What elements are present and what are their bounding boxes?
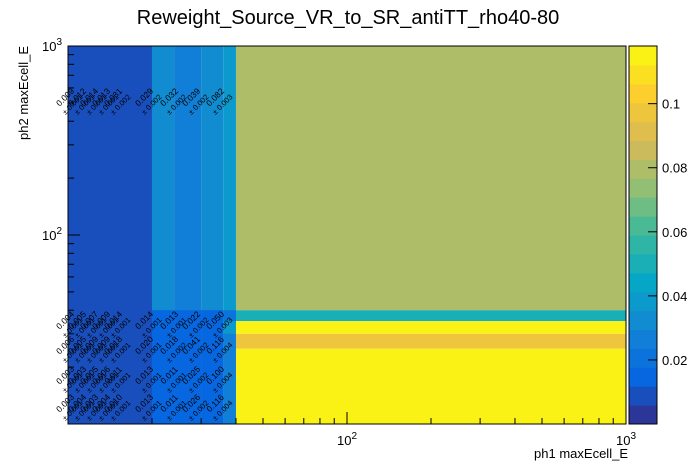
colorbar-segment	[629, 329, 657, 349]
colorbar-segment	[629, 178, 657, 198]
colorbar-tick-label: 0.06	[662, 225, 687, 240]
chart-title: Reweight_Source_VR_to_SR_antiTT_rho40-80	[137, 7, 559, 29]
colorbar-tick-label: 0.02	[662, 353, 687, 368]
colorbar-segment	[629, 46, 657, 66]
heatmap-cell	[223, 348, 236, 424]
x-axis-label: ph1 maxEcell_E	[534, 446, 628, 461]
colorbar-segment	[629, 83, 657, 104]
heatmap-cell	[235, 321, 626, 334]
colorbar-segment	[629, 272, 657, 293]
y-tick-label: 102	[42, 226, 62, 243]
colorbar-tick-label: 0.1	[662, 97, 680, 112]
colorbar-segment	[629, 253, 657, 274]
heatmap-cells	[68, 46, 626, 424]
heatmap-cell	[223, 310, 236, 322]
colorbar-segment	[629, 159, 657, 179]
heatmap-cell	[151, 310, 175, 424]
heatmap-cell	[235, 46, 626, 311]
heatmap-cell	[201, 310, 224, 424]
colorbar-segment	[629, 140, 657, 160]
heatmap-cell	[235, 333, 626, 349]
colorbar-segment	[629, 102, 657, 123]
colorbar-segment	[629, 291, 657, 312]
colorbar-segment	[629, 216, 657, 236]
colorbar-segment	[629, 64, 657, 85]
colorbar-frame	[628, 45, 658, 425]
x-tick-label: 102	[337, 431, 357, 448]
heatmap-cell	[68, 310, 152, 424]
heatmap-cell	[235, 310, 626, 322]
colorbar-tick-label: 0.04	[662, 289, 687, 304]
colorbar-segment	[629, 367, 657, 387]
colorbar-segment	[629, 310, 657, 330]
y-axis-label: ph2 maxEcell_E	[16, 46, 31, 140]
heatmap-cell	[223, 321, 236, 334]
colorbar-segment	[629, 348, 657, 368]
colorbar-segment	[629, 405, 657, 425]
y-tick-label: 103	[42, 37, 62, 54]
colorbar-segment	[629, 386, 657, 406]
colorbar: 0.02 0.04 0.06 0.08 0.1	[628, 45, 687, 425]
colorbar-tick-label: 0.08	[662, 161, 687, 176]
heatmap-cell	[235, 348, 626, 424]
colorbar-segment	[629, 197, 657, 217]
heatmap-cell	[174, 310, 202, 424]
colorbar-segment	[629, 121, 657, 141]
heatmap-cell	[223, 333, 236, 349]
colorbar-segment	[629, 235, 657, 255]
